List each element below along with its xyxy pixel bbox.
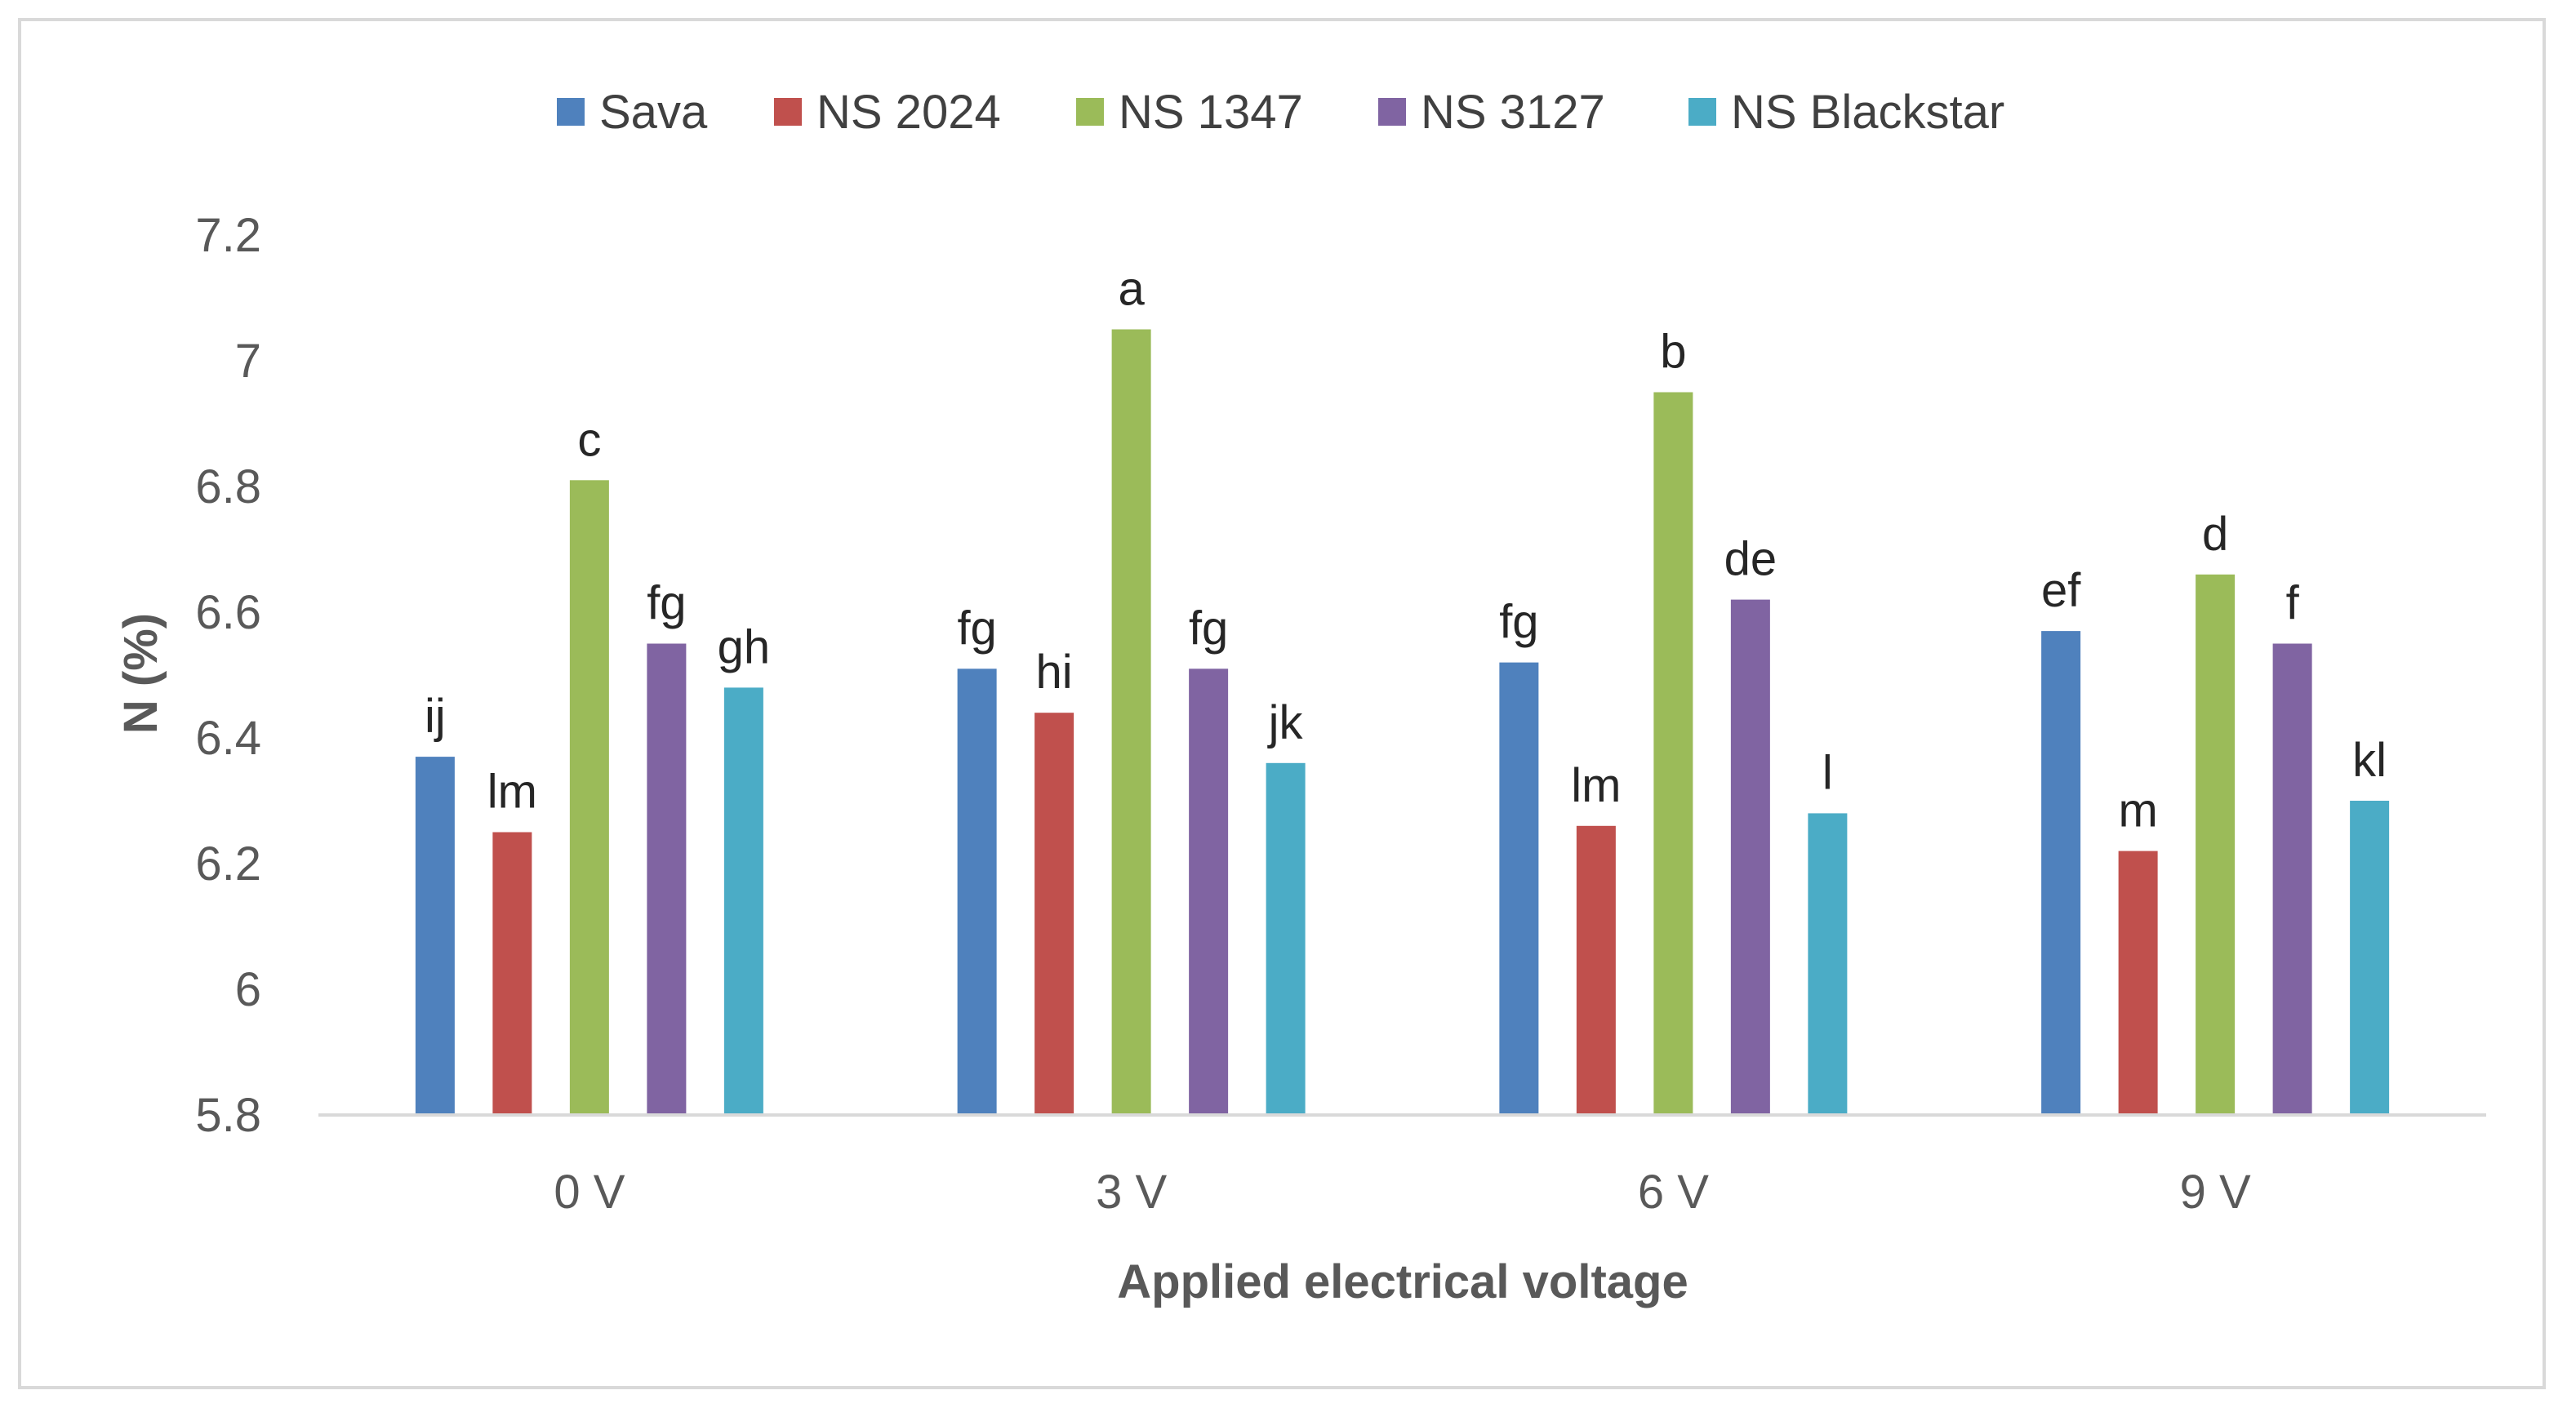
bar-significance-label: de	[1724, 533, 1777, 586]
bar-ns-blackstar-1	[1266, 762, 1306, 1115]
y-axis: 5.8 6 6.2 6.4 6.6 6.8 7 7.2	[195, 209, 261, 1142]
y-tick-label: 6.4	[195, 712, 261, 765]
bar-significance-label: f	[2286, 577, 2300, 630]
bar-significance-label: jk	[1267, 696, 1304, 749]
bar-ns-3127-2	[1730, 599, 1770, 1115]
bar-significance-label: hi	[1036, 646, 1073, 699]
bar-significance-label: d	[2202, 508, 2228, 561]
bar-ns-blackstar-0	[723, 687, 763, 1115]
bar-significance-label: ef	[2041, 564, 2081, 617]
bar-ns-blackstar-2	[1808, 813, 1848, 1115]
bar-ns-2024-0	[492, 832, 532, 1115]
bar-significance-label: ij	[425, 690, 446, 743]
y-tick-label: 7.2	[195, 209, 261, 262]
x-axis: 0 V 3 V 6 V 9 V	[318, 1113, 2486, 1219]
bar-significance-label: lm	[1571, 759, 1621, 812]
bar-significance-label: fg	[1189, 602, 1228, 655]
bar-ns-blackstar-3	[2350, 801, 2390, 1115]
legend-entry-label: Sava	[599, 86, 708, 139]
x-axis-title: Applied electrical voltage	[1117, 1255, 1688, 1308]
bar-significance-label: gh	[718, 620, 771, 673]
x-tick-label: 6 V	[1638, 1166, 1709, 1219]
y-tick-label: 7	[235, 335, 261, 388]
bar-significance-label: l	[1822, 746, 1833, 799]
bar-significance-label: fg	[647, 577, 686, 630]
legend-entry-label: NS Blackstar	[1731, 86, 2004, 139]
bar-ns-3127-3	[2272, 643, 2312, 1115]
bar-ns-2024-1	[1034, 713, 1074, 1115]
legend-entry-label: NS 3127	[1421, 86, 1605, 139]
y-axis-title: N (%)	[114, 613, 167, 734]
x-tick-label: 3 V	[1096, 1166, 1167, 1219]
y-tick-label: 6.8	[195, 460, 261, 513]
bar-sava-2	[1499, 662, 1539, 1115]
bar-sava-1	[957, 669, 997, 1115]
legend: Sava NS 2024 NS 1347 NS 3127 NS Blackstar	[557, 86, 2004, 139]
legend-swatch-ns-2024	[774, 98, 802, 126]
bar-ns-2024-2	[1576, 825, 1616, 1115]
y-tick-label: 6	[235, 963, 261, 1016]
bar-ns-1347-2	[1653, 392, 1693, 1115]
bar-significance-label: m	[2118, 784, 2157, 837]
legend-entry-label: NS 2024	[816, 86, 1001, 139]
legend-entry-label: NS 1347	[1119, 86, 1303, 139]
bar-significance-label: b	[1660, 326, 1686, 379]
x-tick-label: 0 V	[554, 1166, 625, 1219]
x-tick-label: 9 V	[2180, 1166, 2251, 1219]
bar-ns-3127-1	[1189, 669, 1229, 1115]
legend-swatch-ns-blackstar	[1688, 98, 1716, 126]
bar-significance-label: kl	[2352, 734, 2387, 787]
bar-significance-label: lm	[487, 766, 537, 819]
bars: ij fg fg ef lm hi lm m c a b d fg fg de f gh jk l kl	[415, 263, 2390, 1115]
bar-ns-1347-1	[1111, 329, 1151, 1115]
bar-significance-label: c	[577, 413, 601, 466]
legend-swatch-sava	[557, 98, 585, 126]
chart-frame	[18, 18, 2546, 1389]
y-tick-label: 6.6	[195, 586, 261, 639]
y-tick-label: 6.2	[195, 837, 261, 891]
bar-significance-label: fg	[1499, 596, 1538, 649]
bar-ns-3127-0	[647, 643, 687, 1115]
legend-swatch-ns-3127	[1378, 98, 1406, 126]
bar-significance-label: fg	[957, 602, 996, 655]
bar-significance-label: a	[1118, 263, 1145, 316]
y-tick-label: 5.8	[195, 1089, 261, 1142]
bar-sava-3	[2041, 631, 2081, 1115]
bar-ns-1347-3	[2196, 574, 2236, 1115]
bar-ns-2024-3	[2118, 851, 2158, 1115]
bar-sava-0	[415, 757, 455, 1115]
bar-ns-1347-0	[569, 480, 609, 1115]
legend-swatch-ns-1347	[1076, 98, 1104, 126]
